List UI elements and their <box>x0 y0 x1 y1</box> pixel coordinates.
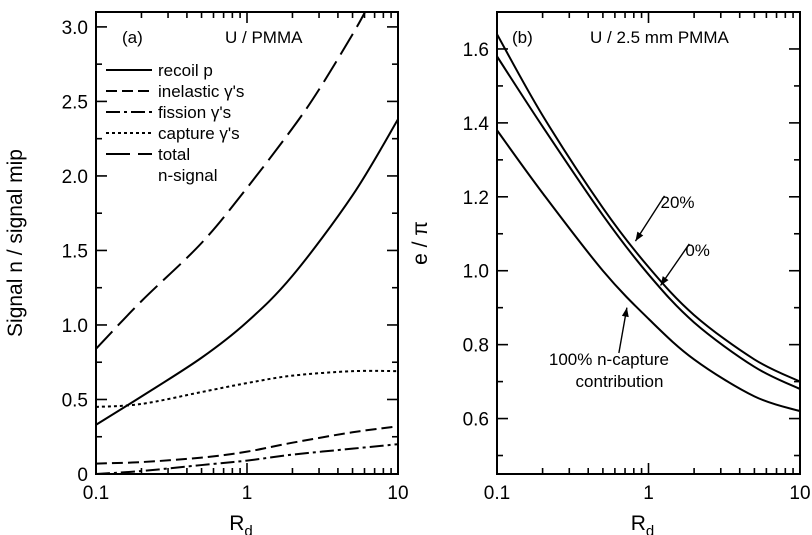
annotation-arrowhead <box>621 307 629 318</box>
panel-label: (a) <box>122 28 143 47</box>
x-tick-label: 10 <box>387 483 408 504</box>
x-tick-label: 0.1 <box>83 483 109 504</box>
x-tick-label: 1 <box>643 483 654 504</box>
panel-b: 0.1 1 10 0.6 0.8 1.0 1.2 1.4 1.6 Rd e / π (b) U / 2.… <box>409 11 811 535</box>
annotation-arrowhead <box>635 231 644 242</box>
y-tick-label: 1.0 <box>463 262 489 283</box>
x-tick-label: 0.1 <box>484 483 510 504</box>
series-line <box>497 55 800 390</box>
annotation-label: 100% n-capture <box>549 350 669 369</box>
x-axis-label-subscript: d <box>646 523 654 535</box>
x-tick-label: 10 <box>789 483 810 504</box>
series-line <box>96 12 367 350</box>
legend-label: capture γ's <box>158 124 240 143</box>
y-tick-label: 1.6 <box>463 40 489 61</box>
panel-a: 0.1 1 10 0 0.5 1.0 1.5 2.0 2.5 3.0 Rd Signal n / si… <box>4 11 409 535</box>
legend-label: total <box>158 145 190 164</box>
x-tick-label: 1 <box>242 483 253 504</box>
annotations: 20% 0% 100% n-capture contribution <box>549 193 710 391</box>
annotation-label: contribution <box>576 372 664 391</box>
series-line <box>497 129 800 413</box>
annotation-label: 20% <box>660 193 694 212</box>
legend-label: recoil p <box>158 61 213 80</box>
annotation-arrowhead <box>660 276 669 286</box>
panel-title: U / PMMA <box>225 28 303 47</box>
annotation-label: 0% <box>685 241 710 260</box>
y-tick-label: 0 <box>77 465 88 486</box>
series-group <box>96 12 398 474</box>
series-line <box>96 118 398 426</box>
y-tick-label: 2.5 <box>62 92 88 113</box>
y-tick-label: 3.0 <box>62 18 88 39</box>
series-group <box>497 33 800 413</box>
legend-label: n-signal <box>158 166 218 185</box>
y-tick-label: 0.5 <box>62 390 88 411</box>
y-tick-label: 1.4 <box>463 114 490 135</box>
y-tick-label: 1.0 <box>62 316 88 337</box>
legend-label: inelastic γ's <box>158 82 244 101</box>
x-axis-label: Rd <box>631 512 655 535</box>
legend-label: fission γ's <box>158 103 231 122</box>
panel-title: U / 2.5 mm PMMA <box>590 28 730 47</box>
y-tick-label: 0.6 <box>463 410 489 431</box>
series-line <box>96 425 398 465</box>
x-axis-label: Rd <box>229 512 253 535</box>
y-tick-label: 1.2 <box>463 188 489 209</box>
y-tick-label: 1.5 <box>62 241 88 262</box>
y-tick-label: 0.8 <box>463 336 489 357</box>
series-line <box>497 33 800 383</box>
y-axis-label: Signal n / signal mip <box>4 149 27 337</box>
plot-frame <box>496 11 801 475</box>
y-tick-label: 2.0 <box>62 167 88 188</box>
x-axis-label-subscript: d <box>244 523 252 535</box>
y-axis-label: e / π <box>409 221 432 265</box>
series-line <box>96 443 398 474</box>
plot-frame <box>95 11 399 475</box>
series-line <box>96 369 398 408</box>
legend: recoil p inelastic γ's fission γ's capture … <box>106 61 244 185</box>
panel-label: (b) <box>512 28 533 47</box>
